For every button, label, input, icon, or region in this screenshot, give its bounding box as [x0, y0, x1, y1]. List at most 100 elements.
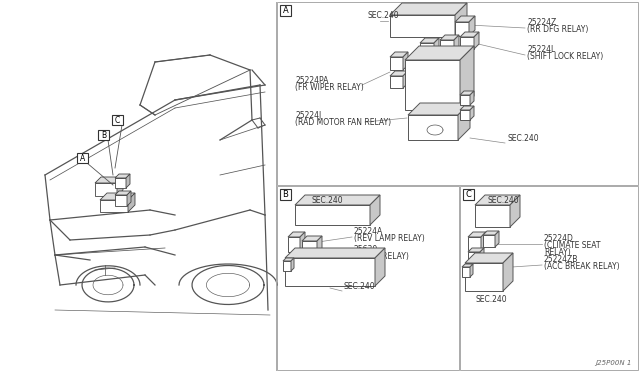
Polygon shape: [302, 236, 322, 241]
Polygon shape: [458, 103, 470, 140]
Polygon shape: [440, 35, 459, 40]
Polygon shape: [434, 38, 439, 55]
Polygon shape: [475, 195, 520, 205]
Polygon shape: [470, 91, 474, 105]
Text: 25224Z: 25224Z: [527, 18, 556, 27]
Text: 25224J: 25224J: [295, 111, 321, 120]
Text: B: B: [283, 190, 289, 199]
Polygon shape: [408, 115, 458, 140]
Polygon shape: [483, 231, 499, 235]
Polygon shape: [468, 237, 481, 250]
Polygon shape: [460, 106, 474, 110]
Polygon shape: [468, 232, 486, 237]
Polygon shape: [460, 37, 474, 49]
Polygon shape: [375, 248, 385, 286]
Text: 25224L: 25224L: [527, 45, 556, 54]
FancyBboxPatch shape: [280, 189, 291, 200]
Polygon shape: [291, 258, 294, 271]
Polygon shape: [100, 200, 128, 212]
Polygon shape: [283, 258, 294, 261]
Text: (SHIFT LOCK RELAY): (SHIFT LOCK RELAY): [527, 52, 604, 61]
Polygon shape: [460, 46, 474, 110]
Text: A: A: [80, 154, 85, 163]
Polygon shape: [468, 252, 480, 263]
Text: (FR WIPER RELAY): (FR WIPER RELAY): [295, 83, 364, 92]
Polygon shape: [390, 71, 408, 76]
Polygon shape: [408, 103, 470, 115]
Polygon shape: [115, 195, 127, 206]
Text: SEC.240: SEC.240: [487, 196, 518, 205]
Polygon shape: [474, 32, 479, 49]
Polygon shape: [465, 253, 513, 263]
Polygon shape: [295, 205, 370, 225]
Polygon shape: [403, 71, 408, 88]
FancyBboxPatch shape: [98, 130, 109, 140]
Polygon shape: [510, 195, 520, 227]
Polygon shape: [390, 3, 467, 15]
Polygon shape: [483, 235, 495, 247]
Text: 25224A: 25224A: [354, 227, 383, 236]
Text: B: B: [101, 131, 106, 140]
Polygon shape: [126, 174, 130, 188]
Text: (RAD MOTOR FAN RELAY): (RAD MOTOR FAN RELAY): [295, 118, 391, 127]
Polygon shape: [390, 15, 455, 37]
Polygon shape: [469, 16, 475, 36]
Text: C: C: [465, 190, 472, 199]
Text: J25P00N 1: J25P00N 1: [596, 360, 632, 366]
Polygon shape: [288, 237, 300, 252]
Text: (ACC BREAK RELAY): (ACC BREAK RELAY): [544, 262, 620, 271]
Text: 25224PA: 25224PA: [295, 76, 328, 85]
Bar: [277, 186, 459, 370]
Polygon shape: [440, 40, 454, 52]
Polygon shape: [295, 195, 380, 205]
Polygon shape: [285, 258, 375, 286]
Polygon shape: [403, 52, 408, 70]
Polygon shape: [370, 195, 380, 225]
Polygon shape: [317, 236, 322, 254]
Polygon shape: [117, 177, 123, 196]
Polygon shape: [465, 263, 503, 291]
Polygon shape: [420, 38, 439, 43]
Polygon shape: [300, 232, 305, 252]
Polygon shape: [390, 76, 403, 88]
Text: SEC.240: SEC.240: [311, 196, 342, 205]
Polygon shape: [455, 22, 469, 36]
Polygon shape: [454, 35, 459, 52]
Polygon shape: [460, 110, 470, 120]
Text: (RR DFG RELAY): (RR DFG RELAY): [527, 25, 588, 34]
Text: C: C: [115, 116, 120, 125]
Text: 25224D: 25224D: [544, 234, 574, 243]
Bar: [277, 2, 638, 185]
Text: 25224ZB: 25224ZB: [544, 255, 579, 264]
Text: (REV LAMP RELAY): (REV LAMP RELAY): [354, 234, 425, 243]
Polygon shape: [95, 183, 117, 196]
Polygon shape: [455, 3, 467, 37]
Polygon shape: [127, 191, 131, 206]
Polygon shape: [462, 264, 473, 267]
Text: SEC.240: SEC.240: [344, 282, 376, 291]
Polygon shape: [460, 91, 474, 95]
Polygon shape: [283, 261, 291, 271]
Polygon shape: [285, 248, 385, 258]
FancyBboxPatch shape: [77, 153, 88, 163]
FancyBboxPatch shape: [112, 115, 123, 125]
Bar: [460, 186, 638, 370]
Polygon shape: [460, 95, 470, 105]
Text: SEC.240: SEC.240: [507, 134, 539, 143]
Polygon shape: [455, 16, 475, 22]
Polygon shape: [470, 264, 473, 277]
Polygon shape: [475, 205, 510, 227]
Polygon shape: [468, 248, 484, 252]
Text: SEC.240: SEC.240: [368, 11, 399, 20]
Polygon shape: [95, 177, 123, 183]
Text: (CLIMATE SEAT: (CLIMATE SEAT: [544, 241, 600, 250]
Polygon shape: [462, 267, 470, 277]
Polygon shape: [115, 178, 126, 188]
Polygon shape: [481, 232, 486, 250]
Text: SEC.240: SEC.240: [475, 295, 507, 304]
Polygon shape: [503, 253, 513, 291]
Polygon shape: [460, 32, 479, 37]
Polygon shape: [115, 191, 131, 195]
Polygon shape: [405, 46, 474, 60]
Polygon shape: [470, 106, 474, 120]
